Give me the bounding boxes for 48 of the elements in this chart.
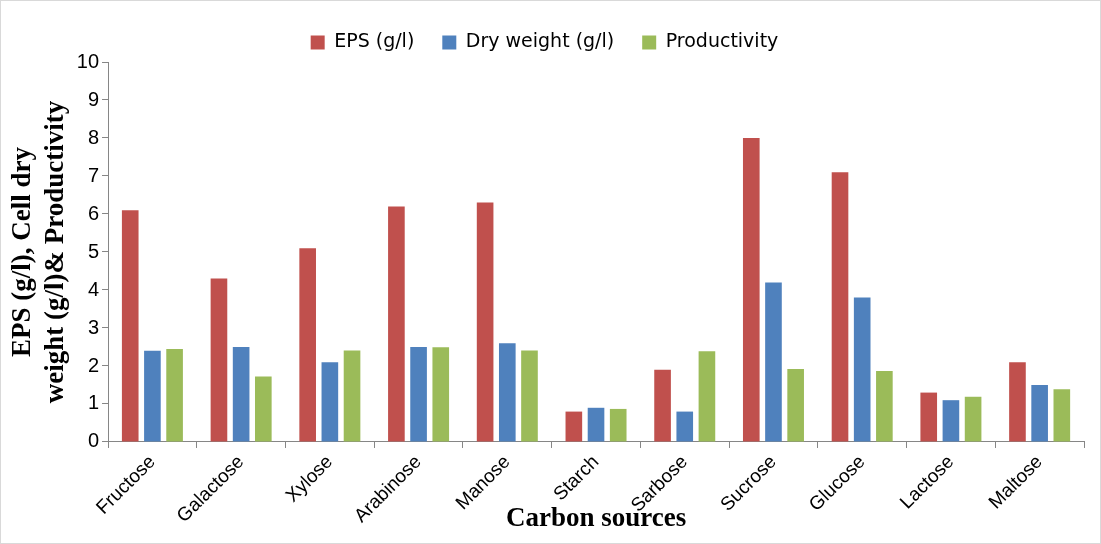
bar — [1031, 384, 1048, 442]
bar — [498, 343, 516, 442]
bar — [476, 202, 494, 442]
bar — [410, 346, 427, 442]
bar — [876, 370, 893, 442]
y-tick-label: 8 — [87, 125, 100, 148]
bar — [698, 351, 716, 442]
bar — [831, 172, 849, 442]
bar — [299, 248, 316, 442]
bar — [676, 411, 694, 442]
bar — [1053, 389, 1071, 442]
bar — [388, 206, 405, 442]
bar — [942, 400, 960, 442]
y-tick-label: 0 — [87, 429, 100, 452]
bar — [321, 362, 339, 442]
bar — [121, 210, 139, 442]
y-tick-label: 9 — [87, 87, 100, 110]
bar — [787, 369, 804, 442]
legend-label: Dry weight (g/l) — [465, 29, 615, 52]
y-tick-label: 10 — [76, 49, 100, 72]
bar — [964, 396, 982, 442]
bar — [765, 282, 782, 442]
bar — [742, 138, 760, 442]
y-tick-label: 3 — [87, 315, 100, 338]
bar — [920, 392, 938, 442]
bar — [853, 297, 871, 442]
bar — [609, 408, 627, 442]
y-tick-label: 2 — [87, 353, 100, 376]
bar — [1009, 362, 1026, 442]
legend-label: EPS (g/l) — [334, 29, 415, 52]
bar — [565, 411, 583, 442]
y-tick-label: 1 — [87, 391, 100, 414]
bar — [144, 350, 161, 442]
y-tick-label: 7 — [87, 163, 100, 186]
bar — [343, 350, 361, 442]
y-axis-title: EPS (g/l), Cell dry weight (g/l)& Productivity — [6, 100, 69, 404]
y-tick-label: 6 — [87, 201, 100, 224]
bar — [232, 346, 250, 442]
bar — [254, 376, 272, 442]
bar — [521, 350, 538, 442]
bar — [654, 369, 671, 442]
bar — [587, 407, 605, 442]
legend-label: Productivity — [665, 29, 779, 52]
bar — [210, 278, 228, 442]
bar — [432, 347, 450, 442]
y-tick-label: 5 — [87, 239, 100, 262]
y-tick-label: 4 — [87, 277, 100, 300]
bar — [166, 348, 183, 442]
